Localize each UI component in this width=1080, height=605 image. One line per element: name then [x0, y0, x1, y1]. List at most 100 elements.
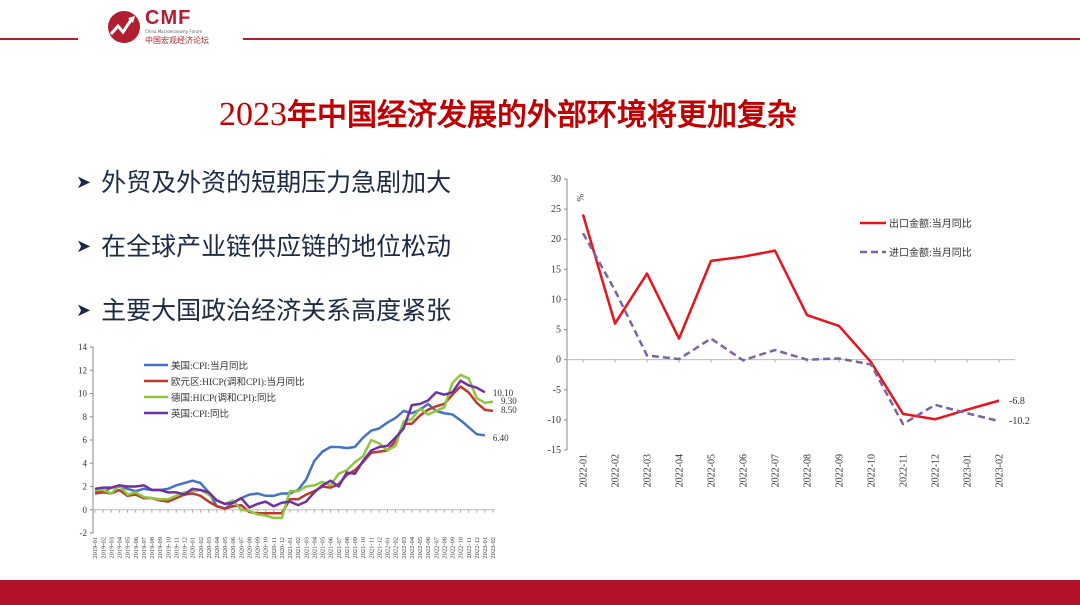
x-tick-label: 2022-08	[802, 454, 813, 487]
end-value-label: 10.10	[493, 388, 514, 398]
legend-label: 进口金额:当月同比	[889, 246, 972, 259]
y-tick-label: -2	[80, 528, 88, 538]
y-tick-label: 15	[551, 264, 561, 275]
y-tick-label: 25	[551, 204, 561, 215]
bullet-item: ➤ 在全球产业链供应链的地位松动	[76, 227, 451, 263]
x-tick-label: 2019-02	[100, 537, 107, 559]
x-tick-label: 2020-03	[206, 537, 213, 559]
x-tick-label: 2019-07	[141, 536, 148, 558]
title-year: 2023	[219, 96, 287, 133]
logo-text: CMF	[145, 7, 192, 29]
logo-subtitle: China Macroeconomy Forum	[145, 29, 203, 34]
bullet-label: 主要大国政治经济关系高度紧张	[101, 296, 452, 325]
x-tick-label: 2020-05	[222, 537, 229, 559]
logo-cn: 中国宏观经济论坛	[145, 36, 209, 45]
series-line	[94, 385, 494, 515]
x-tick-label: 2022-11	[898, 454, 909, 487]
x-tick-label: 2022-09	[834, 454, 845, 487]
bullet-item: ➤ 主要大国政治经济关系高度紧张	[76, 291, 451, 327]
series-line	[581, 232, 1000, 426]
legend-label: 美国:CPI:当月同比	[171, 360, 248, 372]
x-tick-label: 2020-01	[190, 537, 197, 559]
bullet-label: 外贸及外资的短期压力急剧加大	[101, 168, 452, 197]
x-tick-label: 2020-06	[230, 536, 237, 558]
end-value-label: 6.40	[493, 433, 509, 443]
legend-label: 德国:HICP(调和CPI):同比	[171, 392, 276, 404]
header-line-right	[243, 38, 1080, 40]
legend-label: 英国:CPI:同比	[171, 408, 229, 420]
y-tick-label: 5	[556, 325, 561, 336]
x-tick-label: 2021-09	[352, 537, 359, 559]
x-tick-label: 2019-01	[92, 537, 99, 559]
x-tick-label: 2019-03	[108, 537, 115, 559]
y-tick-label: 12	[78, 365, 87, 375]
x-tick-label: 2021-08	[344, 537, 351, 559]
series-line	[95, 373, 494, 520]
trade-chart: -15 -10 -5 0 5 10 15 20 25 30 2022-01 2022-02 2022-0…	[548, 174, 1030, 487]
x-tick-label: 2023-01	[482, 537, 489, 559]
y-tick-label: 10	[78, 389, 88, 399]
x-tick-label: 2020-11	[271, 537, 278, 558]
x-tick-label: 2020-02	[198, 537, 205, 559]
x-tick-label: 2019-10	[165, 537, 172, 559]
x-tick-label: 2023-02	[490, 537, 497, 559]
y-tick-label: 4	[83, 458, 88, 468]
x-tick-label: 2019-12	[182, 537, 189, 559]
series-line	[94, 379, 486, 509]
end-value-label: -10.2	[1009, 416, 1030, 427]
bullet-label: 在全球产业链供应链的地位松动	[101, 232, 452, 261]
x-tick-label: 2022-11	[466, 537, 473, 558]
bullet-item: ➤ 外贸及外资的短期压力急剧加大	[76, 163, 451, 199]
x-tick-label: 2019-05	[125, 537, 132, 559]
x-tick-label: 2021-03	[303, 537, 310, 559]
x-tick-label: 2021-02	[295, 537, 302, 559]
y-axis-label: %	[575, 194, 585, 202]
x-tick-label: 2022-12	[930, 454, 941, 487]
y-tick-label: -10	[548, 415, 561, 426]
x-tick-label: 2023-01	[962, 454, 973, 487]
end-value-label: 9.30	[501, 396, 517, 406]
end-value-label: -6.8	[1009, 396, 1025, 407]
x-tick-label: 2023-02	[994, 454, 1005, 487]
x-tick-label: 2022-05	[417, 537, 424, 559]
x-tick-label: 2019-04	[117, 536, 124, 558]
x-tick-label: 2020-12	[279, 537, 286, 559]
y-tick-label: -5	[553, 385, 561, 396]
x-tick-label: 2022-02	[393, 537, 400, 559]
x-tick-label: 2022-07	[433, 536, 440, 558]
y-tick-label: -15	[548, 445, 561, 456]
x-tick-label: 2022-07	[770, 454, 781, 487]
x-tick-label: 2019-11	[173, 537, 180, 558]
x-tick-label: 2021-06	[328, 536, 335, 558]
header-line-left	[0, 38, 78, 40]
arrow-bullet-icon: ➤	[76, 236, 92, 257]
x-tick-label: 2020-08	[246, 537, 253, 559]
x-tick-label: 2021-07	[336, 536, 343, 558]
x-tick-label: 2022-01	[385, 537, 392, 559]
x-tick-label: 2021-05	[320, 537, 327, 559]
x-tick-label: 2022-10	[458, 537, 465, 559]
x-tick-label: 2022-01	[578, 454, 589, 487]
y-tick-label: 2	[83, 482, 88, 492]
arrow-bullet-icon: ➤	[76, 172, 92, 193]
x-tick-label: 2020-09	[255, 537, 262, 559]
x-tick-label: 2021-10	[360, 537, 367, 559]
y-tick-label: 14	[78, 342, 88, 352]
logo-mark-icon	[108, 11, 140, 43]
x-tick-label: 2022-06	[425, 536, 432, 558]
y-tick-label: 0	[556, 355, 561, 366]
end-value-label: 8.50	[501, 405, 517, 415]
arrow-bullet-icon: ➤	[76, 300, 92, 321]
x-tick-label: 2019-09	[157, 537, 164, 559]
y-tick-label: 0	[83, 505, 88, 515]
x-tick-label: 2022-02	[610, 454, 621, 487]
y-tick-label: 30	[551, 174, 561, 185]
x-tick-label: 2022-08	[441, 537, 448, 559]
y-tick-label: 10	[551, 294, 561, 305]
x-tick-label: 2019-06	[133, 536, 140, 558]
cmf-logo: CMF China Macroeconomy Forum 中国宏观经济论坛	[107, 6, 227, 46]
x-tick-label: 2021-12	[376, 537, 383, 559]
x-tick-label: 2022-04	[674, 454, 685, 487]
y-tick-label: 20	[551, 234, 561, 245]
